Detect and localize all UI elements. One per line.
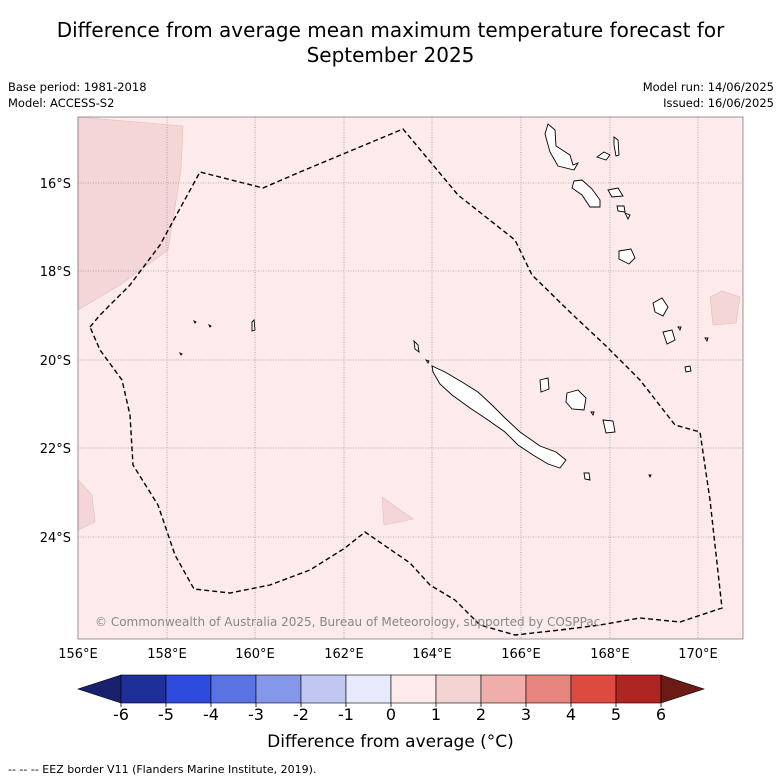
islet-3 (178, 351, 183, 356)
colorbar-tick-label: 6 (656, 705, 666, 724)
lat-tick: 20°S (40, 354, 71, 369)
island-epi (616, 205, 626, 213)
island-espiritu-santo (544, 123, 580, 171)
colorbar (77, 674, 705, 704)
island-isle-of-pines (583, 472, 591, 481)
colorbar-segment (345, 674, 392, 704)
colorbar-tick-label: -1 (338, 705, 354, 724)
base-period: Base period: 1981-2018 (8, 80, 147, 94)
island-shepherd (624, 212, 631, 221)
colorbar-tick-label: 2 (476, 705, 486, 724)
colorbar-tick-label: -6 (113, 705, 129, 724)
eez-border (89, 128, 723, 636)
lat-tick: 18°S (40, 265, 71, 280)
colorbar-segment (615, 674, 662, 704)
lon-tick: 164°E (412, 647, 452, 662)
colorbar-ticks: -6 -5 -4 -3 -2 -1 0 1 2 3 4 5 6 (113, 703, 666, 724)
colorbar-over-arrow (660, 674, 705, 704)
colorbar-tick-label: -4 (203, 705, 219, 724)
lat-tick: 16°S (40, 177, 71, 192)
island-chesterfield (251, 319, 256, 332)
meta-right: Model run: 14/06/2025 Issued: 16/06/2025 (643, 80, 774, 111)
island-malo (596, 151, 611, 161)
colorbar-under-arrow (77, 674, 122, 704)
warm-patch-south (381, 496, 414, 526)
lon-tick: 156°E (58, 647, 98, 662)
colorbar-tick-label: 0 (386, 705, 396, 724)
copyright-text: © Commonwealth of Australia 2025, Bureau… (95, 615, 600, 629)
islet-1 (192, 319, 197, 324)
latitude-ticks: 16°S 18°S 20°S 22°S 24°S (40, 177, 71, 546)
meta-left: Base period: 1981-2018 Model: ACCESS-S2 (8, 80, 147, 111)
island-new-caledonia (431, 365, 567, 469)
title-line-2: September 2025 (306, 43, 475, 67)
lat-tick: 22°S (40, 442, 71, 457)
colorbar-tick-label: 5 (611, 705, 621, 724)
island-belep (413, 339, 420, 354)
islet-8 (590, 411, 595, 417)
longitude-ticks: 156°E 158°E 160°E 162°E 164°E 166°E 168°… (58, 647, 718, 662)
lon-tick: 166°E (501, 647, 541, 662)
colorbar-tick-label: 1 (431, 705, 441, 724)
islands (178, 123, 709, 481)
lon-tick: 158°E (147, 647, 187, 662)
map-background (78, 117, 743, 639)
islet-2 (207, 323, 212, 328)
island-lifou (565, 389, 587, 411)
colorbar-tick-label: -3 (248, 705, 264, 724)
island-tanna (662, 329, 676, 345)
island-maewo (613, 136, 620, 157)
island-efate (618, 248, 636, 265)
islet-4 (677, 326, 682, 332)
lon-tick: 168°E (590, 647, 630, 662)
colorbar-label: Difference from average (°C) (267, 732, 514, 752)
lat-tick: 24°S (40, 531, 71, 546)
title-line-1: Difference from average mean maximum tem… (56, 18, 725, 42)
colorbar-tick-label: 3 (521, 705, 531, 724)
colorbar-segment (210, 674, 257, 704)
colorbar-tick-label: -5 (158, 705, 174, 724)
colorbar-segment (480, 674, 527, 704)
island-ambrym (607, 187, 624, 198)
colorbar-segment (255, 674, 302, 704)
model-run: Model run: 14/06/2025 (642, 80, 774, 94)
colorbar-segment (570, 674, 617, 704)
colorbar-tick-label: 4 (566, 705, 576, 724)
colorbar-segment (525, 674, 572, 704)
colorbar-segment (300, 674, 347, 704)
lon-tick: 162°E (324, 647, 364, 662)
issued-date: Issued: 16/06/2025 (663, 95, 774, 110)
map-title: Difference from average mean maximum tem… (0, 18, 781, 68)
lon-tick: 170°E (678, 647, 718, 662)
island-erromango (652, 297, 669, 317)
islet-5 (704, 337, 709, 343)
colorbar-segment (120, 674, 167, 704)
islet-6 (648, 474, 652, 479)
model-name: Model: ACCESS-S2 (8, 95, 115, 110)
island-aneityum (684, 365, 692, 373)
colorbar-segment (165, 674, 212, 704)
lon-tick: 160°E (235, 647, 275, 662)
island-ouvea (539, 377, 550, 393)
colorbar-segment (435, 674, 482, 704)
colorbar-segment (390, 674, 437, 704)
eez-footnote: -- -- -- EEZ border V11 (Flanders Marine… (8, 763, 317, 776)
warm-patch-east (709, 290, 741, 326)
islet-7 (424, 359, 430, 364)
gridlines (78, 117, 743, 639)
island-mare (602, 419, 616, 434)
island-malakula (571, 179, 601, 208)
map-frame (77, 116, 744, 640)
colorbar-tick-label: -2 (293, 705, 309, 724)
